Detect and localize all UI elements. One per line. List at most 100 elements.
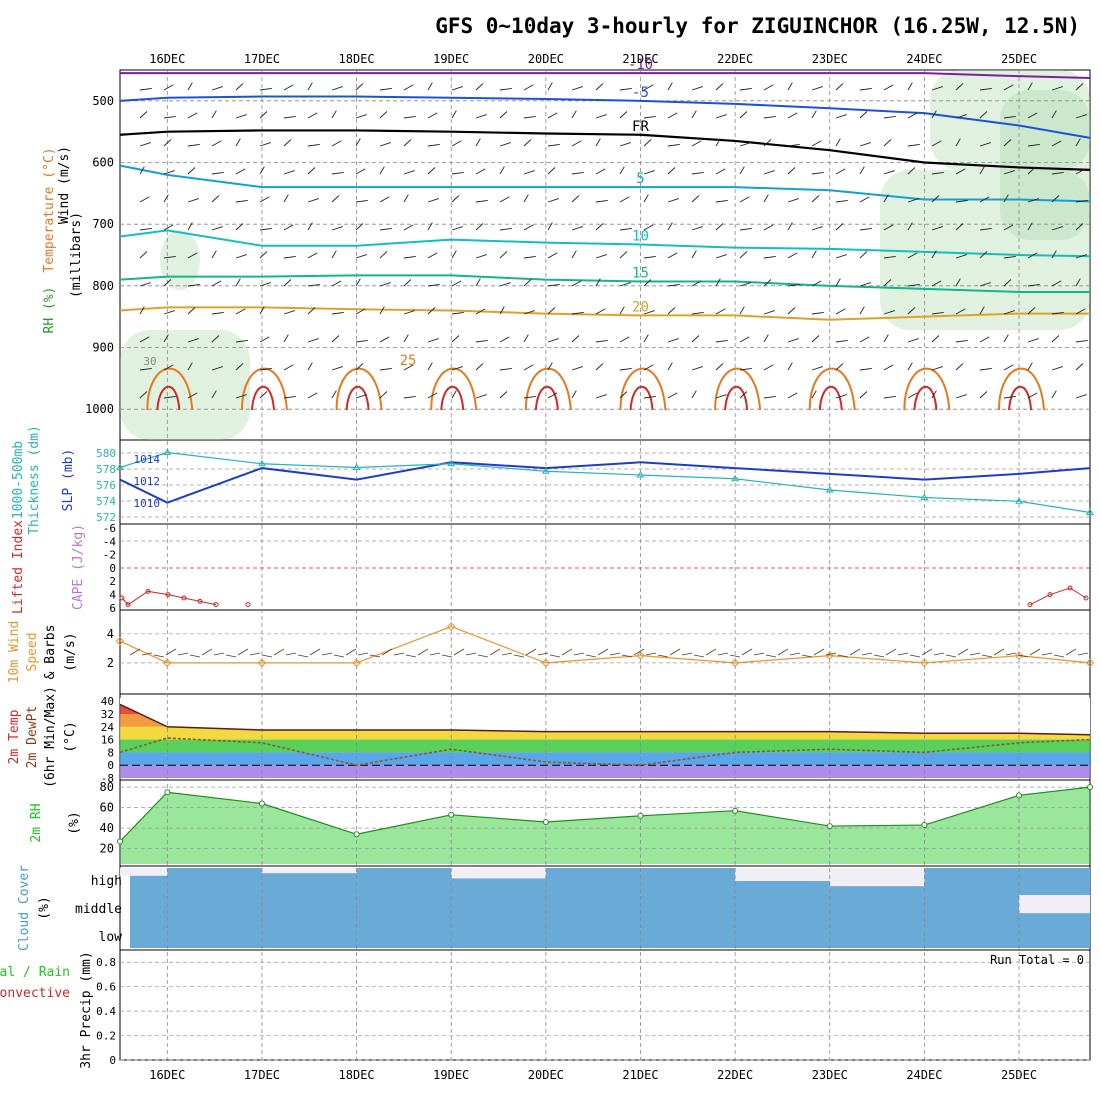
wind-barb	[931, 366, 943, 371]
wind-barb	[619, 336, 630, 343]
surface-wind-barb	[405, 654, 417, 658]
wind-barb	[811, 390, 817, 399]
wind-barb	[475, 199, 488, 203]
wind-barb	[1027, 338, 1039, 343]
precip-total-label: Total / Rain	[0, 965, 70, 980]
surface-wind-barb	[969, 652, 981, 656]
surface-wind-barb	[441, 654, 453, 658]
wind-barb	[355, 278, 361, 287]
thickness-tick-label: 578	[96, 463, 116, 476]
wind-barb	[475, 394, 487, 399]
wind-side-labels: 10m Wind Speed & Barbs (m/s)	[7, 621, 78, 684]
wind-barb	[667, 82, 673, 91]
wind-barb	[523, 139, 532, 147]
warm-cell-25	[146, 367, 194, 411]
wind-barb	[811, 366, 823, 371]
wind-barb	[979, 336, 990, 343]
wind-barb	[427, 143, 440, 147]
wind-barb	[907, 167, 916, 175]
pressure-tick-label: 500	[92, 94, 114, 108]
wind-barb	[139, 336, 150, 343]
wind-barb	[523, 334, 529, 343]
wind-barb	[499, 391, 508, 399]
pressure-tick-label: 900	[92, 341, 114, 355]
wind-label-4: (m/s)	[63, 632, 78, 671]
wind-barb	[331, 280, 342, 287]
wind-barb	[715, 199, 728, 203]
lifted-index-point	[1027, 602, 1033, 608]
wind-barb	[187, 283, 200, 287]
temp-label-2: 2m DewPt	[25, 706, 40, 769]
temp-line	[119, 703, 1091, 736]
wind-barb	[523, 170, 535, 175]
rh-tick-label: 60	[100, 801, 114, 815]
wind-barb	[307, 392, 318, 399]
wind-barb	[499, 367, 512, 371]
wind-barb	[1051, 280, 1062, 287]
wind-barb	[859, 367, 872, 371]
wind-barb	[235, 254, 247, 259]
slp-line	[119, 461, 1091, 504]
wind-barb	[835, 223, 844, 231]
temp-tick-label: -8	[101, 772, 114, 785]
surface-wind-barb	[825, 652, 837, 656]
wind-barb	[499, 166, 505, 175]
surface-wind-barb	[933, 652, 945, 656]
wind-barb	[1003, 170, 1015, 175]
rh-tick-label: 40	[100, 821, 114, 835]
surface-wind-barb	[1029, 648, 1041, 656]
thickness-label-1: 1000-500mb	[11, 441, 26, 519]
wind-barb	[1075, 339, 1088, 343]
lifted-index-label: Lifted Index	[11, 520, 26, 614]
isotherm-label-FR: FR	[632, 119, 649, 135]
pressure-tick-label: 700	[92, 217, 114, 231]
wind-barb	[691, 311, 704, 315]
wind-barb	[499, 306, 505, 315]
wind-barb	[1051, 226, 1063, 231]
wind-barb	[787, 252, 798, 259]
surface-wind-barb	[813, 648, 825, 656]
wind-barb	[859, 166, 865, 175]
wind-barb	[163, 310, 175, 315]
wind-barb	[571, 86, 583, 91]
upper-air-side-labels: Wind (m/s) Temperature (°C) RH (%) (mill…	[42, 146, 84, 334]
rh-axis-label: RH (%)	[42, 287, 57, 334]
wind-barb	[259, 196, 270, 203]
surface-wind-barb	[309, 648, 321, 656]
wind-barb	[883, 194, 889, 203]
wind-barb	[283, 139, 292, 147]
wind-barb	[235, 138, 241, 147]
wind-speed-point	[257, 658, 267, 668]
chart-title: GFS 0~10day 3-hourly for ZIGUINCHOR (16.…	[435, 14, 1080, 38]
wind-barb	[379, 166, 385, 175]
wind-barb	[643, 170, 655, 175]
wind-barb	[139, 391, 148, 399]
rh-point	[258, 800, 265, 807]
wind-barb	[379, 367, 392, 371]
wind-barb	[1027, 198, 1039, 203]
surface-wind-barb	[285, 652, 297, 656]
wind-barb	[331, 311, 344, 315]
cloud-layer-label-low: low	[99, 930, 123, 945]
precip-tick-label: 0	[109, 1054, 116, 1067]
wind-barb	[403, 255, 416, 259]
wind-barb	[451, 226, 463, 231]
wind-barb	[139, 282, 151, 287]
isotherm-label-5: 5	[636, 171, 644, 187]
wind-barb	[595, 199, 608, 203]
li-tick-label: 4	[109, 589, 116, 602]
wind-speed-point	[1014, 651, 1024, 660]
isotherm-label--5: -5	[632, 85, 649, 101]
wind-barb	[235, 308, 246, 315]
wind-barb	[187, 143, 200, 147]
wind-barb	[1027, 392, 1038, 399]
wind-barb	[403, 224, 414, 231]
wind-barb	[523, 395, 536, 399]
wind-barb	[883, 364, 894, 371]
wind-barb	[763, 395, 776, 399]
surface-wind-barb	[429, 652, 441, 656]
warm-cell-30	[913, 385, 938, 411]
wind-barb	[451, 171, 464, 175]
wind-barb	[835, 339, 848, 343]
wind-barb	[1027, 283, 1040, 287]
